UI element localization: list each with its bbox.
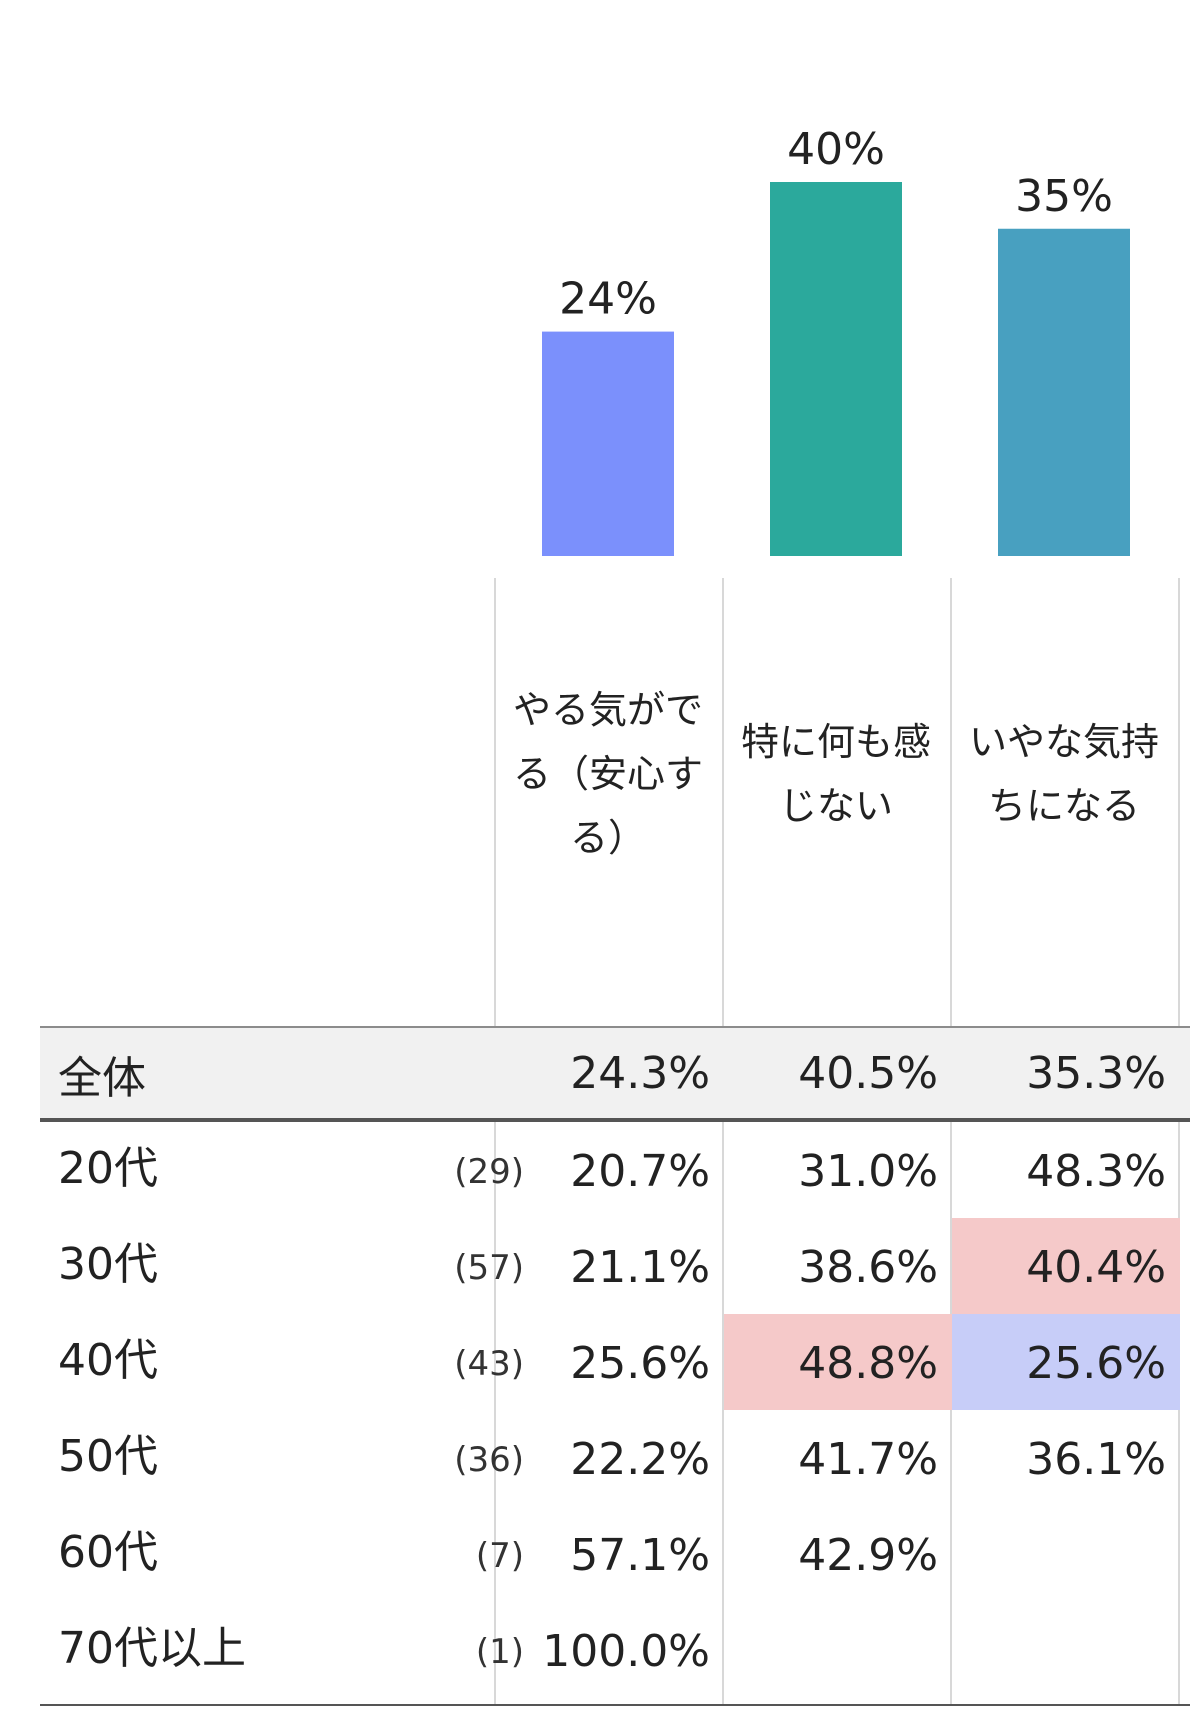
column-header-line: 特に何も感: [740, 720, 931, 764]
column-divider: [1178, 578, 1180, 1706]
row-sample-size: (57): [454, 1248, 524, 1288]
row-sample-size: (1): [475, 1632, 524, 1672]
table-cell: [952, 1602, 1180, 1698]
table-cell: 100.0%: [542, 1626, 710, 1677]
total-cell: 24.3%: [570, 1048, 710, 1099]
column-header-line: る（安心す: [512, 752, 703, 796]
bar: [542, 331, 674, 556]
column-header-line: ちになる: [987, 784, 1140, 828]
row-label: 40代: [58, 1335, 158, 1386]
table-cell: 38.6%: [798, 1242, 938, 1293]
column-header-line: やる気がで: [512, 688, 703, 732]
table-cell: 48.3%: [1026, 1146, 1166, 1197]
row-label: 30代: [58, 1239, 158, 1290]
column-header-motivated: やる気がで る（安心す る）: [503, 678, 713, 918]
table-cell: 40.4%: [952, 1218, 1180, 1314]
table-cell: 57.1%: [570, 1530, 710, 1581]
total-cell: 40.5%: [798, 1048, 938, 1099]
table-cell: 22.2%: [570, 1434, 710, 1485]
crosstab-table: やる気がで る（安心す る） 特に何も感 じない いやな気持 ちになる 全体 2…: [40, 578, 1190, 1708]
row-label: 50代: [58, 1431, 158, 1482]
column-header-line: いやな気持: [968, 720, 1159, 764]
column-header-line: じない: [778, 784, 893, 828]
table-cell: 20.7%: [570, 1146, 710, 1197]
bar-value-label: 40%: [787, 124, 885, 175]
bar: [770, 182, 902, 556]
row-sample-size: (43): [454, 1344, 524, 1384]
table-cell: 31.0%: [798, 1146, 938, 1197]
table-bottom-rule: [40, 1704, 1190, 1706]
table-cell: [724, 1602, 952, 1698]
table-cell: 41.7%: [798, 1434, 938, 1485]
bar-value-label: 35%: [1015, 171, 1113, 222]
column-divider: [722, 578, 724, 1706]
column-header-line: る）: [569, 816, 646, 860]
row-sample-size: (36): [454, 1440, 524, 1480]
column-header-unpleasant: いやな気持 ちになる: [959, 710, 1169, 950]
total-cell: 35.3%: [1026, 1048, 1166, 1099]
total-row-label: 全体: [58, 1053, 146, 1104]
table-cell: 25.6%: [570, 1338, 710, 1389]
table-cell: 36.1%: [1026, 1434, 1166, 1485]
table-cell: 21.1%: [570, 1242, 710, 1293]
row-label: 70代以上: [58, 1623, 246, 1674]
bar-chart: 24% 40% 35%: [542, 124, 1130, 556]
row-sample-size: (7): [475, 1536, 524, 1576]
table-cell: 25.6%: [952, 1314, 1180, 1410]
table-cell: 48.8%: [724, 1314, 952, 1410]
row-label: 20代: [58, 1143, 158, 1194]
row-label: 60代: [58, 1527, 158, 1578]
bar-value-label: 24%: [559, 274, 657, 325]
total-row: 全体 24.3% 40.5% 35.3%: [40, 1026, 1190, 1120]
bar: [998, 228, 1130, 556]
total-divider: [40, 1118, 1190, 1122]
row-sample-size: (29): [454, 1152, 524, 1192]
table-cell: 42.9%: [798, 1530, 938, 1581]
column-header-no-feeling: 特に何も感 じない: [731, 710, 941, 950]
column-divider: [950, 578, 952, 1706]
table-cell: [952, 1506, 1180, 1602]
column-divider: [494, 578, 496, 1706]
